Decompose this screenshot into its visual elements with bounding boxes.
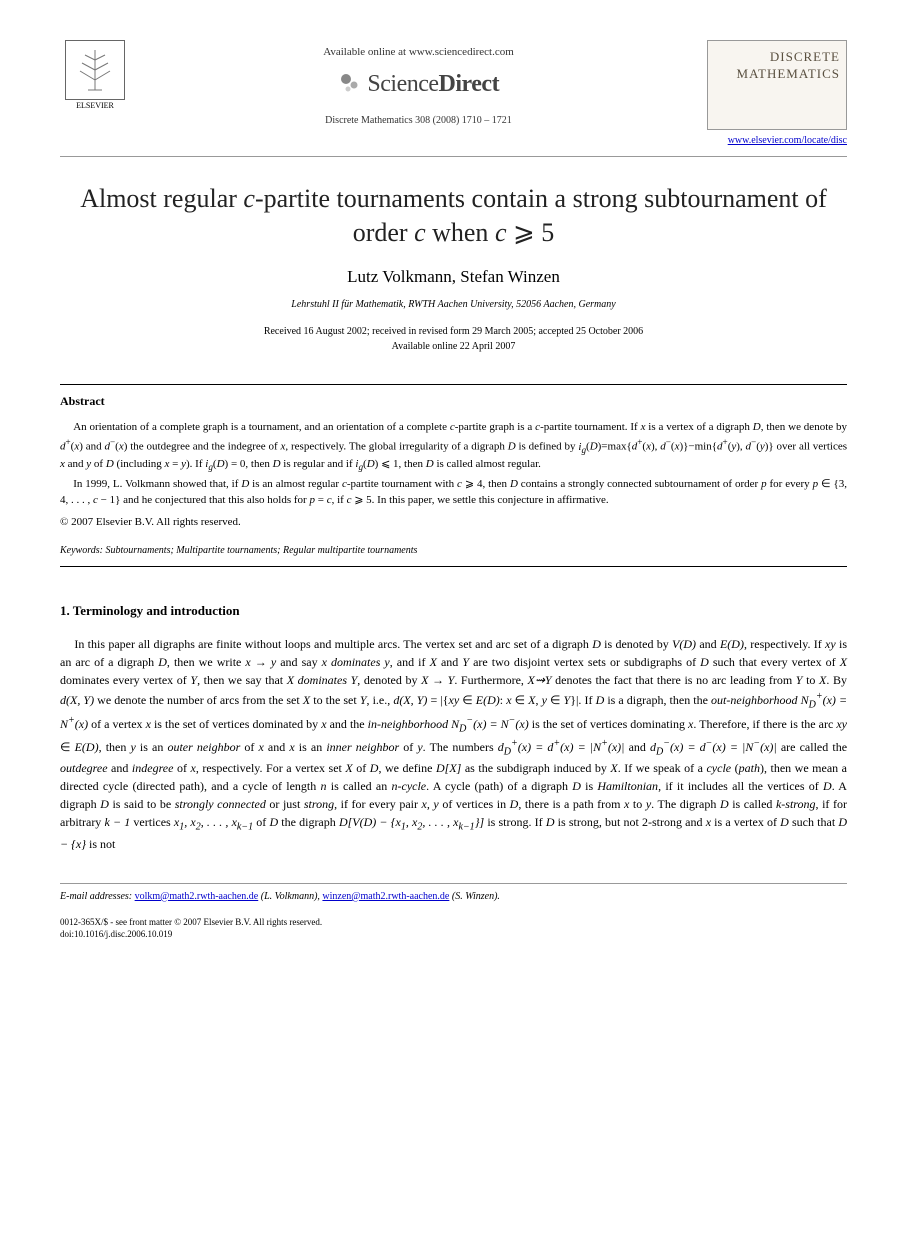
footer-meta: 0012-365X/$ - see front matter © 2007 El… (60, 916, 847, 941)
paper-title: Almost regular c-partite tournaments con… (60, 182, 847, 250)
elsevier-label: ELSEVIER (76, 100, 114, 111)
journal-reference: Discrete Mathematics 308 (2008) 1710 – 1… (130, 114, 707, 128)
dates-line1: Received 16 August 2002; received in rev… (60, 324, 847, 339)
email1-author: (L. Volkmann), (261, 891, 320, 902)
journal-box-line2: MATHEMATICS (714, 66, 840, 83)
email-label: E-mail addresses: (60, 891, 132, 902)
abstract-body: An orientation of a complete graph is a … (60, 420, 847, 508)
abstract-para1: An orientation of a complete graph is a … (60, 420, 847, 475)
abstract-heading: Abstract (60, 393, 847, 410)
keywords-label: Keywords: (60, 545, 103, 556)
section1-heading: 1. Terminology and introduction (60, 602, 847, 620)
footer-emails: E-mail addresses: volkm@math2.rwth-aache… (60, 883, 847, 904)
email1-link[interactable]: volkm@math2.rwth-aachen.de (135, 891, 259, 902)
section1-body: In this paper all digraphs are finite wi… (60, 635, 847, 853)
abstract-bottom-rule (60, 566, 847, 567)
available-online-text: Available online at www.sciencedirect.co… (130, 45, 707, 60)
dates-line2: Available online 22 April 2007 (60, 339, 847, 354)
journal-homepage-link[interactable]: www.elsevier.com/locate/disc (728, 135, 847, 146)
authors: Lutz Volkmann, Stefan Winzen (60, 265, 847, 289)
elsevier-tree-icon (65, 40, 125, 100)
elsevier-logo: ELSEVIER (60, 40, 130, 120)
header-rule (60, 156, 847, 157)
keywords-line: Keywords: Subtournaments; Multipartite t… (60, 544, 847, 558)
header-row: ELSEVIER Available online at www.science… (60, 40, 847, 148)
email2-author: (S. Winzen). (452, 891, 500, 902)
journal-box-wrap: DISCRETE MATHEMATICS www.elsevier.com/lo… (707, 40, 847, 148)
keywords-text: Subtournaments; Multipartite tournaments… (105, 545, 417, 556)
journal-box-line1: DISCRETE (714, 49, 840, 66)
sciencedirect-logo: ScienceDirect (130, 68, 707, 102)
doi-line: doi:10.1016/j.disc.2006.10.019 (60, 928, 847, 941)
email2-link[interactable]: winzen@math2.rwth-aachen.de (322, 891, 449, 902)
abstract-copyright: © 2007 Elsevier B.V. All rights reserved… (60, 515, 847, 530)
abstract-para2: In 1999, L. Volkmann showed that, if D i… (60, 477, 847, 509)
journal-link: www.elsevier.com/locate/disc (707, 134, 847, 148)
journal-cover-box: DISCRETE MATHEMATICS (707, 40, 847, 130)
issn-line: 0012-365X/$ - see front matter © 2007 El… (60, 916, 847, 929)
abstract-top-rule (60, 384, 847, 385)
sciencedirect-block: Available online at www.sciencedirect.co… (130, 40, 707, 128)
publication-dates: Received 16 August 2002; received in rev… (60, 324, 847, 354)
affiliation: Lehrstuhl II für Mathematik, RWTH Aachen… (60, 298, 847, 312)
